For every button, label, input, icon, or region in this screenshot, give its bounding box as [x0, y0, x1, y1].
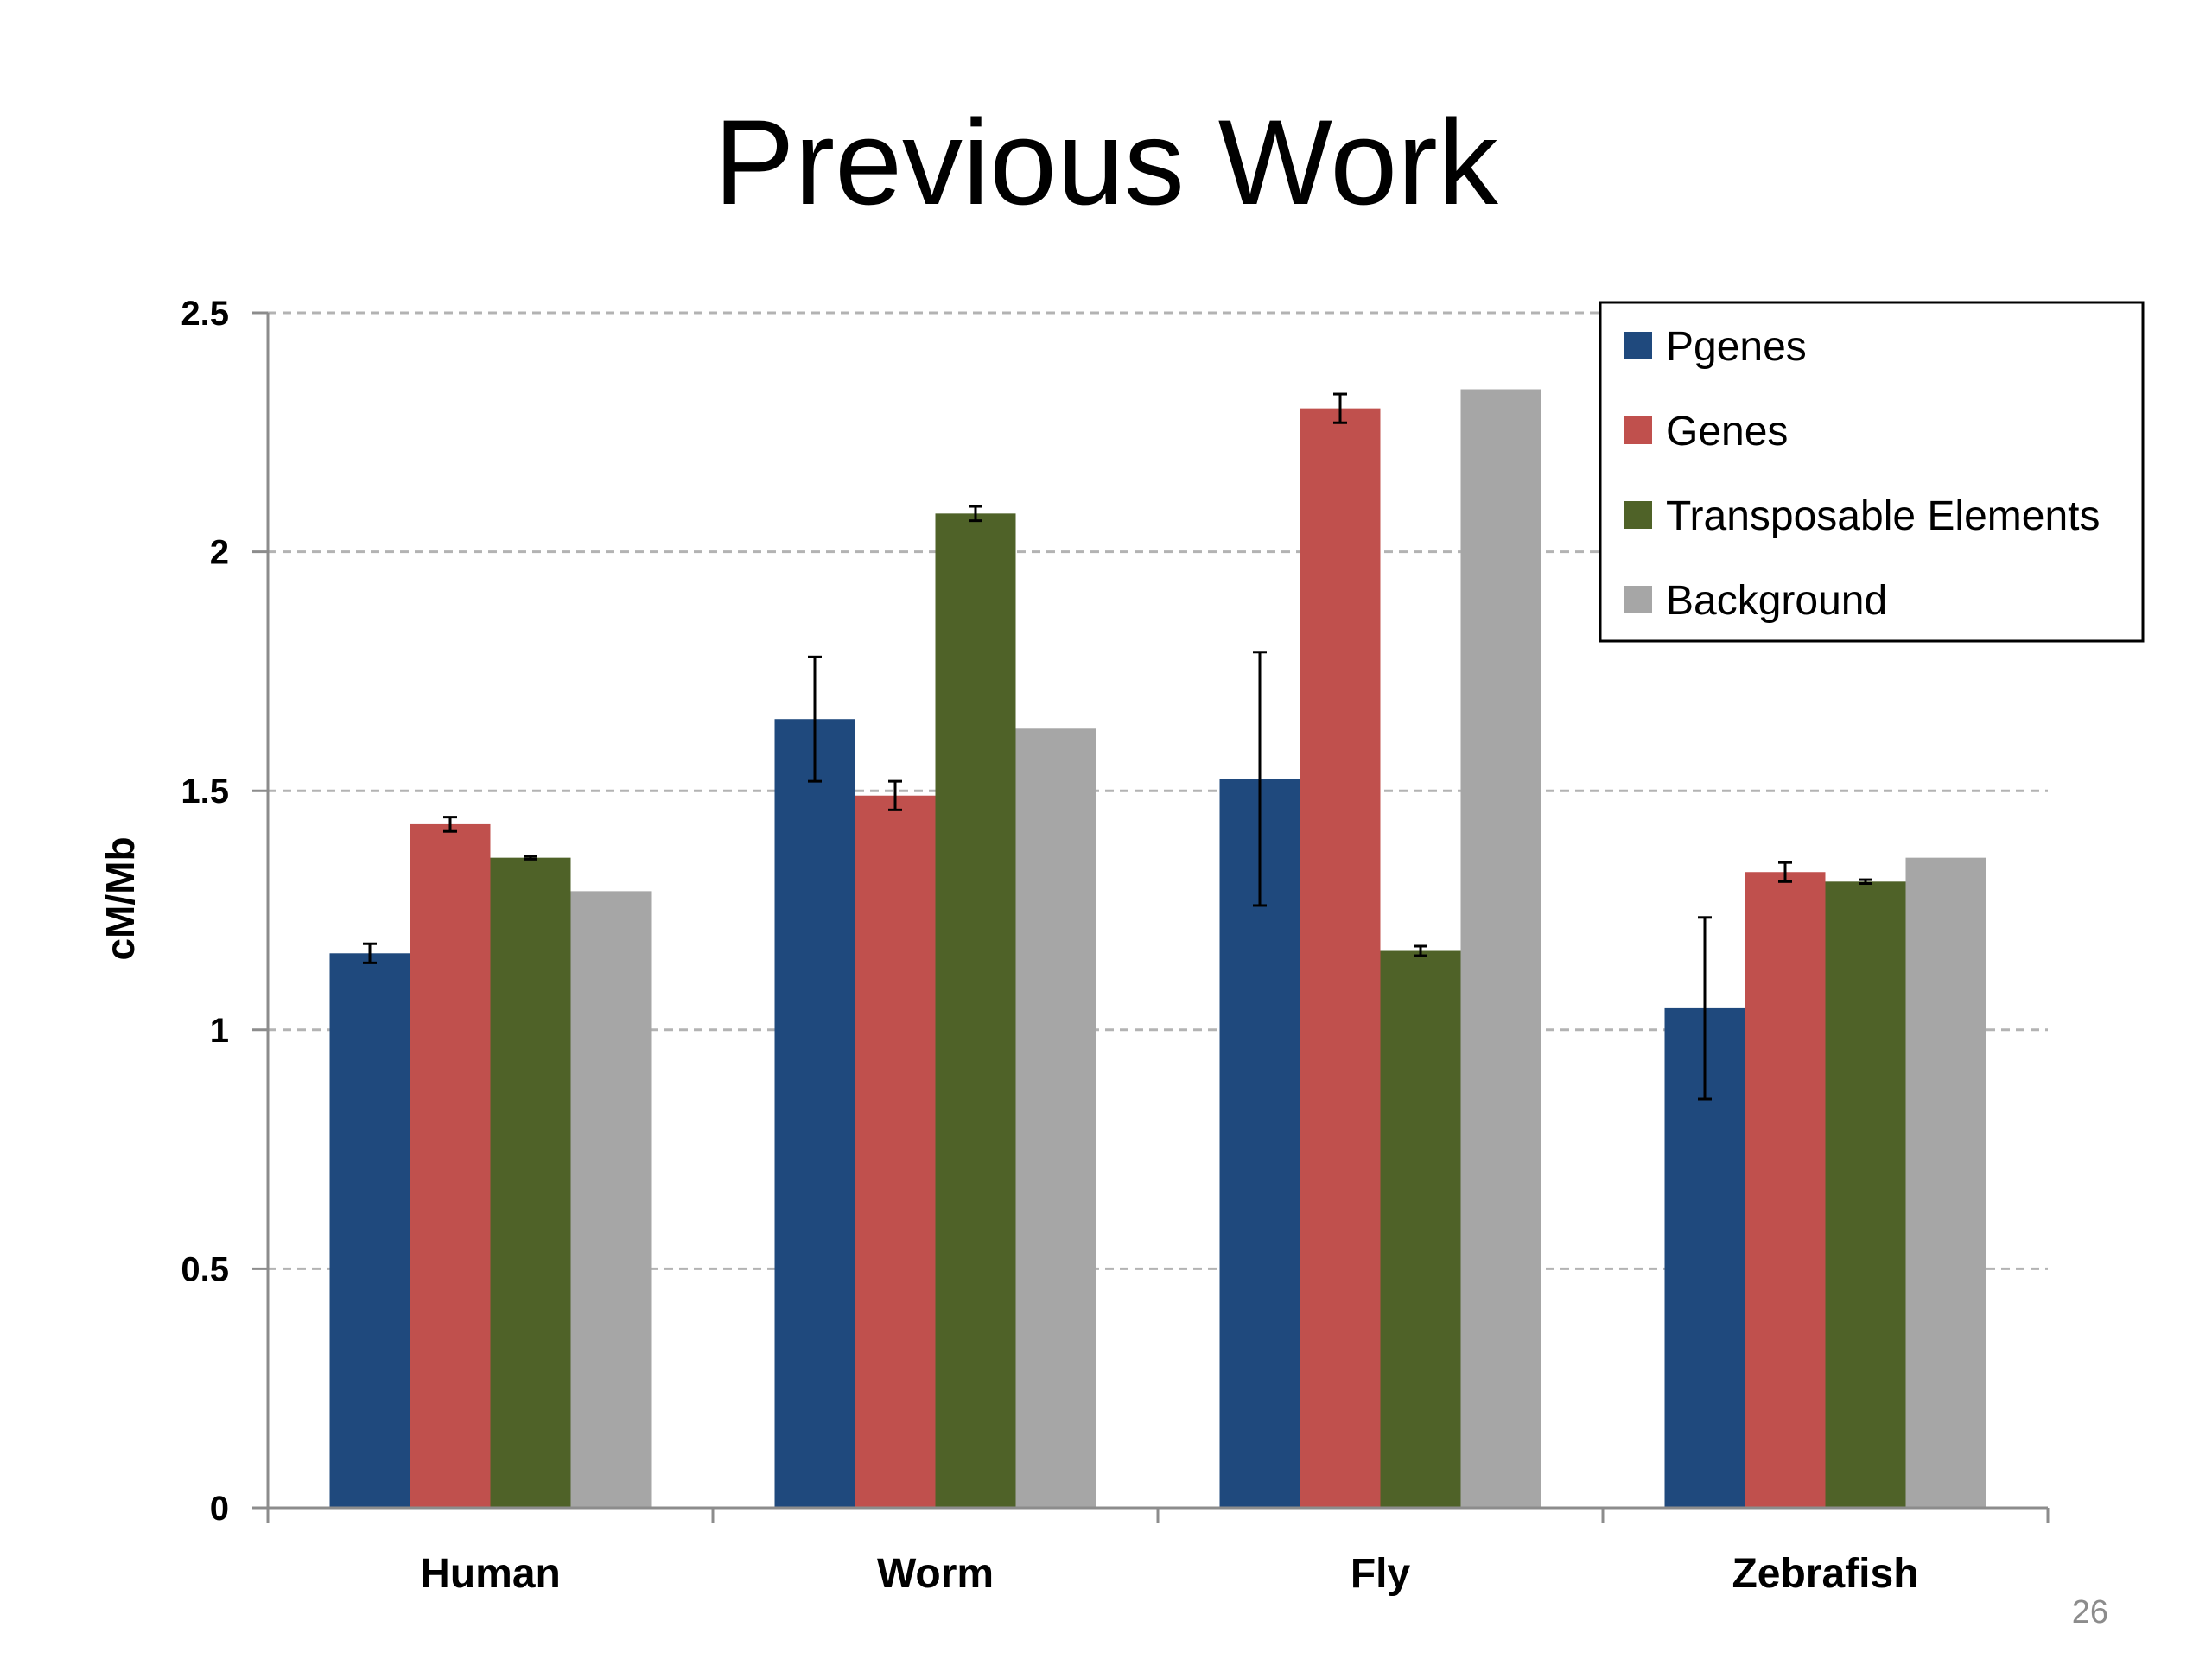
error-bar: [363, 942, 377, 964]
x-category-label: Fly: [1351, 1551, 1411, 1597]
bar-transposable-elements-worm: [935, 513, 1016, 1508]
legend-item: Pgenes: [1624, 324, 1807, 370]
legend-box: [1599, 301, 2145, 643]
error-bar: [1253, 651, 1267, 907]
axes: [252, 311, 2050, 1523]
error-bar: [1414, 944, 1427, 957]
x-category-label: Human: [420, 1551, 561, 1597]
bar-background-worm: [1015, 728, 1096, 1508]
legend-label: Background: [1666, 578, 1887, 624]
legend-swatch: [1624, 416, 1652, 444]
bar-genes-fly: [1300, 408, 1381, 1508]
bar-transposable-elements-human: [490, 857, 571, 1508]
y-tick-label: 0: [210, 1490, 229, 1528]
error-bars: [363, 392, 1872, 1101]
legend-swatch: [1624, 501, 1652, 529]
x-category-label: Zebrafish: [1732, 1551, 1918, 1597]
legend-label: Transposable Elements: [1666, 493, 2100, 539]
bar-pgenes-human: [329, 953, 410, 1508]
bar-background-human: [570, 891, 652, 1508]
bar-genes-worm: [855, 795, 936, 1508]
bar-transposable-elements-fly: [1380, 950, 1461, 1508]
x-category-label: Worm: [877, 1551, 994, 1597]
bar-transposable-elements-zebrafish: [1825, 881, 1906, 1508]
error-bar: [1698, 916, 1712, 1101]
bars: [329, 389, 1986, 1509]
y-tick-label: 0.5: [181, 1250, 229, 1288]
bar-genes-zebrafish: [1745, 872, 1826, 1508]
y-axis-title: cM/Mb: [98, 836, 143, 960]
y-tick-label: 1: [210, 1012, 229, 1050]
legend-item: Transposable Elements: [1624, 493, 2100, 539]
legend-item: Genes: [1624, 409, 1788, 454]
slide-title: Previous Work: [714, 94, 1498, 230]
legend-swatch: [1624, 586, 1652, 613]
error-bar: [888, 779, 902, 811]
y-tick-label: 1.5: [181, 772, 229, 810]
legend-label: Pgenes: [1666, 324, 1807, 370]
y-tick-label: 2.5: [181, 295, 229, 333]
bar-pgenes-worm: [774, 719, 855, 1508]
bar-background-zebrafish: [1905, 857, 1986, 1508]
error-bar: [808, 655, 822, 783]
error-bar: [969, 505, 982, 523]
axis-labels: 0 0.5 1 1.5 2 2.5 Human Worm Fly Zebrafish: [181, 295, 1918, 1597]
error-bar: [1333, 392, 1347, 424]
page-number: 26: [2071, 1594, 2108, 1630]
legend: Pgenes Genes Transposable Elements Backgrou…: [1599, 301, 2145, 643]
bar-background-fly: [1460, 389, 1541, 1509]
y-tick-label: 2: [210, 534, 229, 572]
error-bar: [1778, 861, 1792, 883]
legend-item: Background: [1624, 578, 1887, 624]
legend-items: Pgenes Genes Transposable Elements Backgrou…: [1624, 324, 2100, 624]
bar-genes-human: [410, 823, 491, 1508]
legend-swatch: [1624, 332, 1652, 359]
error-bar: [1859, 878, 1872, 886]
legend-label: Genes: [1666, 409, 1788, 454]
error-bar: [524, 855, 537, 861]
error-bar: [443, 816, 457, 833]
